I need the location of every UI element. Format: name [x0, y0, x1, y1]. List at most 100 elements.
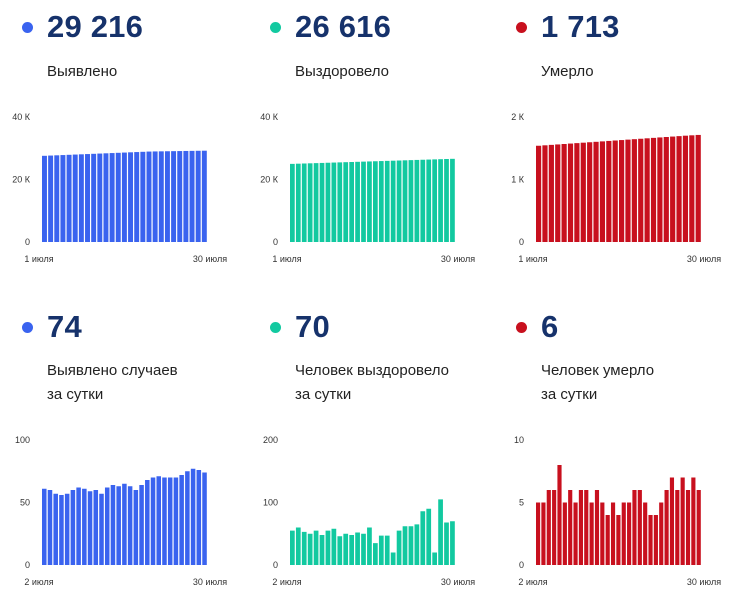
bar: [361, 161, 366, 242]
bar: [72, 154, 78, 242]
bar: [104, 487, 110, 565]
bar: [128, 152, 134, 242]
bar: [167, 477, 173, 565]
chart-daily-cases: 0 50 100 2 июля 30 июля: [15, 435, 227, 587]
bar: [408, 526, 414, 565]
bar: [567, 143, 574, 242]
bar: [659, 502, 664, 565]
bar: [414, 524, 420, 565]
x-tick-label: 2 июля: [272, 577, 301, 587]
daily-recovered-label: Человек выздоровело за сутки: [295, 362, 449, 403]
bar: [557, 465, 562, 565]
chart-total-cases: 0 20 К 40 К 1 июля 30 июля: [12, 112, 227, 264]
bar: [657, 137, 663, 242]
bar: [367, 161, 372, 242]
bar: [156, 476, 162, 565]
bar: [536, 502, 541, 565]
bar: [343, 162, 349, 242]
bar: [561, 144, 567, 242]
bar: [670, 136, 676, 242]
bar: [432, 552, 438, 565]
y-tick-label: 20 К: [12, 175, 31, 185]
daily-deaths-value: 6: [541, 309, 559, 344]
y-tick-label: 0: [25, 560, 30, 570]
x-tick-label: 2 июля: [24, 577, 53, 587]
bar: [295, 163, 301, 242]
y-tick-label: 0: [273, 237, 278, 247]
bar: [627, 502, 632, 565]
bar: [680, 477, 685, 565]
bar: [444, 159, 449, 242]
dot-icon: [22, 22, 33, 33]
bar: [70, 490, 76, 565]
bar: [82, 488, 87, 565]
bar: [343, 533, 349, 565]
y-tick-label: 100: [15, 435, 30, 445]
y-tick-label: 0: [519, 237, 524, 247]
bar: [384, 160, 390, 242]
bar: [349, 535, 355, 565]
x-tick-label: 1 июля: [24, 254, 53, 264]
bar: [606, 140, 612, 242]
bar: [93, 490, 99, 565]
bar: [190, 468, 196, 565]
chart-daily-recovered: 0 100 200 2 июля 30 июля: [263, 435, 475, 587]
bar: [290, 163, 295, 242]
y-tick-label: 10: [514, 435, 524, 445]
bar: [648, 515, 653, 565]
x-tick-label: 1 июля: [272, 254, 301, 264]
bar: [189, 150, 195, 242]
bar: [319, 535, 325, 565]
bar: [337, 536, 343, 565]
bar: [185, 471, 190, 565]
bar: [85, 154, 90, 242]
bar: [396, 530, 402, 565]
bar: [146, 151, 152, 242]
bar: [355, 161, 360, 242]
total-deaths-value: 1 713: [541, 9, 620, 44]
x-tick-label: 30 июля: [193, 577, 227, 587]
bar: [307, 533, 313, 565]
y-tick-label: 1 К: [511, 175, 525, 185]
bar: [631, 139, 637, 242]
dot-icon: [270, 322, 281, 333]
bar: [183, 150, 189, 242]
bar: [584, 490, 589, 565]
bar: [578, 490, 583, 565]
bar: [145, 480, 150, 565]
bar: [337, 162, 343, 242]
bar: [313, 163, 319, 242]
dot-icon: [516, 322, 527, 333]
bar: [612, 140, 618, 242]
bar: [307, 163, 313, 242]
total-recovered-label: Выздоровело: [295, 63, 390, 80]
bar: [562, 502, 567, 565]
bar: [355, 532, 360, 565]
bar: [179, 475, 184, 565]
bar: [91, 153, 97, 242]
bar: [650, 137, 657, 242]
daily-cases-value: 74: [47, 309, 82, 344]
bar: [536, 145, 542, 242]
bar: [568, 490, 573, 565]
bar: [638, 138, 644, 242]
bar: [390, 552, 396, 565]
bar: [546, 490, 551, 565]
y-tick-label: 0: [273, 560, 278, 570]
dot-icon: [270, 22, 281, 33]
bar: [605, 515, 610, 565]
bar: [290, 530, 295, 565]
bar: [373, 161, 378, 242]
dot-icon: [516, 22, 527, 33]
bar: [682, 135, 689, 242]
bar: [47, 490, 53, 565]
bar: [295, 527, 301, 565]
x-tick-label: 1 июля: [518, 254, 547, 264]
bar: [555, 144, 561, 242]
bar: [438, 159, 443, 242]
bar: [420, 511, 426, 565]
bar: [593, 141, 599, 242]
total-recovered-value: 26 616: [295, 9, 392, 44]
bar: [54, 155, 60, 242]
bar: [60, 155, 66, 242]
